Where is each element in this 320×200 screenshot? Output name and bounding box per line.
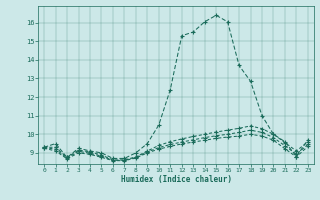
X-axis label: Humidex (Indice chaleur): Humidex (Indice chaleur): [121, 175, 231, 184]
